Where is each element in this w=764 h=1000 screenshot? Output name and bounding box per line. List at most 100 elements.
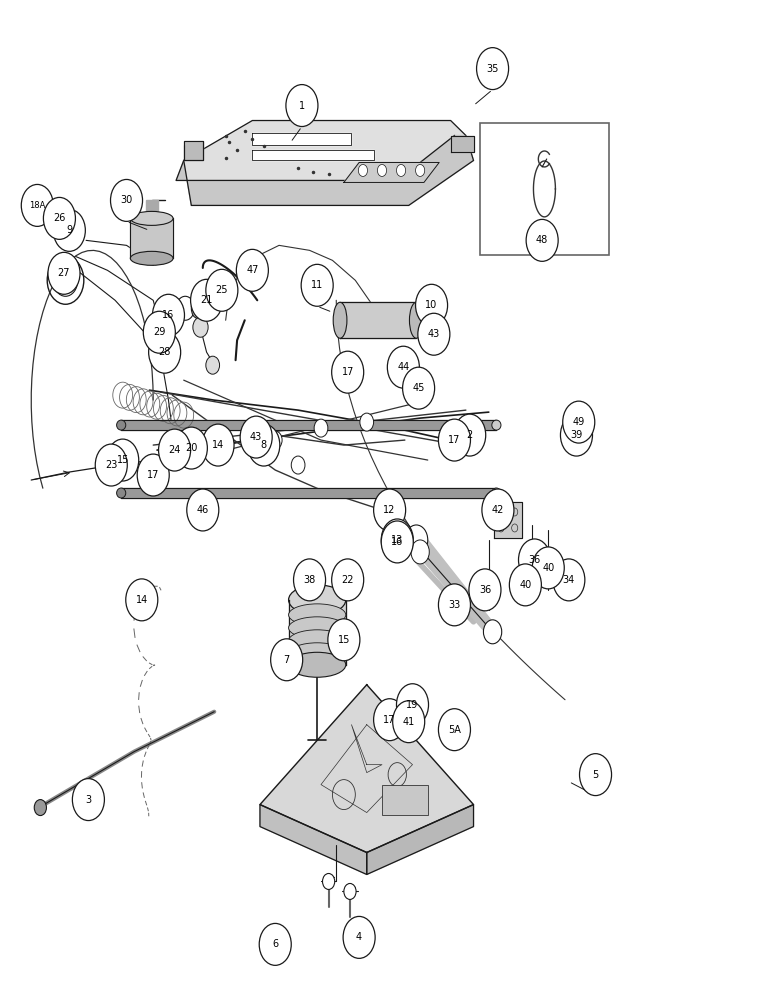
Text: 25: 25: [215, 285, 228, 295]
Text: 21: 21: [200, 295, 213, 305]
Text: 17: 17: [448, 435, 461, 445]
Circle shape: [477, 48, 509, 90]
Ellipse shape: [289, 643, 346, 665]
Text: 46: 46: [196, 505, 209, 515]
Circle shape: [126, 579, 158, 621]
Ellipse shape: [492, 420, 501, 430]
Circle shape: [416, 284, 448, 326]
Polygon shape: [121, 420, 497, 430]
Ellipse shape: [492, 488, 501, 498]
Circle shape: [358, 164, 367, 176]
Ellipse shape: [289, 652, 346, 677]
Polygon shape: [289, 600, 346, 665]
Text: 40: 40: [520, 580, 532, 590]
Circle shape: [159, 429, 190, 471]
Circle shape: [411, 540, 429, 564]
Text: 29: 29: [153, 327, 166, 337]
Text: 2: 2: [467, 430, 473, 440]
Ellipse shape: [117, 488, 126, 498]
Circle shape: [381, 519, 413, 561]
Circle shape: [236, 249, 268, 291]
Text: 43: 43: [250, 432, 262, 442]
Circle shape: [328, 619, 360, 661]
Text: 16: 16: [391, 537, 403, 547]
Text: 10: 10: [426, 300, 438, 310]
Polygon shape: [494, 502, 522, 538]
Text: 40: 40: [542, 563, 555, 573]
Circle shape: [510, 564, 542, 606]
Polygon shape: [344, 162, 439, 182]
Text: 16: 16: [162, 310, 175, 320]
Text: 27: 27: [58, 268, 70, 278]
Polygon shape: [252, 150, 374, 160]
Bar: [382, 785, 428, 815]
Polygon shape: [260, 805, 367, 874]
Ellipse shape: [289, 630, 346, 652]
Circle shape: [519, 539, 551, 581]
Text: 42: 42: [492, 505, 504, 515]
Text: 28: 28: [158, 347, 171, 357]
Ellipse shape: [131, 251, 173, 265]
Circle shape: [332, 351, 364, 393]
Circle shape: [568, 430, 581, 446]
Text: 1: 1: [299, 101, 305, 111]
Ellipse shape: [131, 211, 173, 225]
Circle shape: [259, 923, 291, 965]
Circle shape: [563, 401, 594, 443]
Text: 44: 44: [397, 362, 410, 372]
Circle shape: [387, 346, 419, 388]
Circle shape: [439, 584, 471, 626]
Circle shape: [206, 356, 219, 374]
Text: 34: 34: [563, 575, 575, 585]
Circle shape: [403, 367, 435, 409]
Polygon shape: [405, 540, 500, 632]
Circle shape: [301, 264, 333, 306]
Text: 15: 15: [117, 455, 129, 465]
Text: 13: 13: [391, 535, 403, 545]
Polygon shape: [146, 200, 158, 218]
Circle shape: [248, 424, 280, 466]
Circle shape: [286, 85, 318, 127]
Circle shape: [53, 209, 86, 251]
Polygon shape: [183, 140, 202, 160]
Text: 14: 14: [212, 440, 224, 450]
Polygon shape: [199, 306, 218, 312]
Circle shape: [526, 219, 558, 261]
Circle shape: [149, 331, 180, 373]
Circle shape: [469, 569, 501, 611]
Circle shape: [73, 779, 105, 821]
Polygon shape: [252, 133, 351, 145]
Circle shape: [543, 565, 554, 579]
Circle shape: [439, 419, 471, 461]
Text: 23: 23: [105, 460, 118, 470]
Circle shape: [482, 489, 514, 531]
Circle shape: [416, 164, 425, 176]
Circle shape: [332, 559, 364, 601]
Ellipse shape: [289, 604, 346, 626]
Ellipse shape: [410, 302, 423, 338]
Text: 30: 30: [121, 195, 133, 205]
Text: 11: 11: [311, 280, 323, 290]
Text: 5: 5: [592, 770, 599, 780]
Circle shape: [374, 699, 406, 741]
Circle shape: [553, 559, 585, 601]
Text: 47: 47: [246, 265, 258, 275]
Polygon shape: [176, 136, 474, 205]
Circle shape: [138, 454, 170, 496]
Polygon shape: [131, 218, 173, 258]
Circle shape: [405, 525, 428, 555]
Text: 3: 3: [86, 795, 92, 805]
Circle shape: [418, 313, 450, 355]
Circle shape: [343, 916, 375, 958]
Circle shape: [175, 427, 207, 469]
Circle shape: [107, 439, 139, 481]
Circle shape: [397, 684, 429, 726]
Text: 22: 22: [342, 575, 354, 585]
Text: 20: 20: [185, 443, 198, 453]
Circle shape: [270, 639, 303, 681]
Text: 8: 8: [261, 440, 267, 450]
Circle shape: [240, 416, 272, 458]
Circle shape: [291, 456, 305, 474]
Circle shape: [527, 556, 538, 570]
Text: 36: 36: [479, 585, 491, 595]
